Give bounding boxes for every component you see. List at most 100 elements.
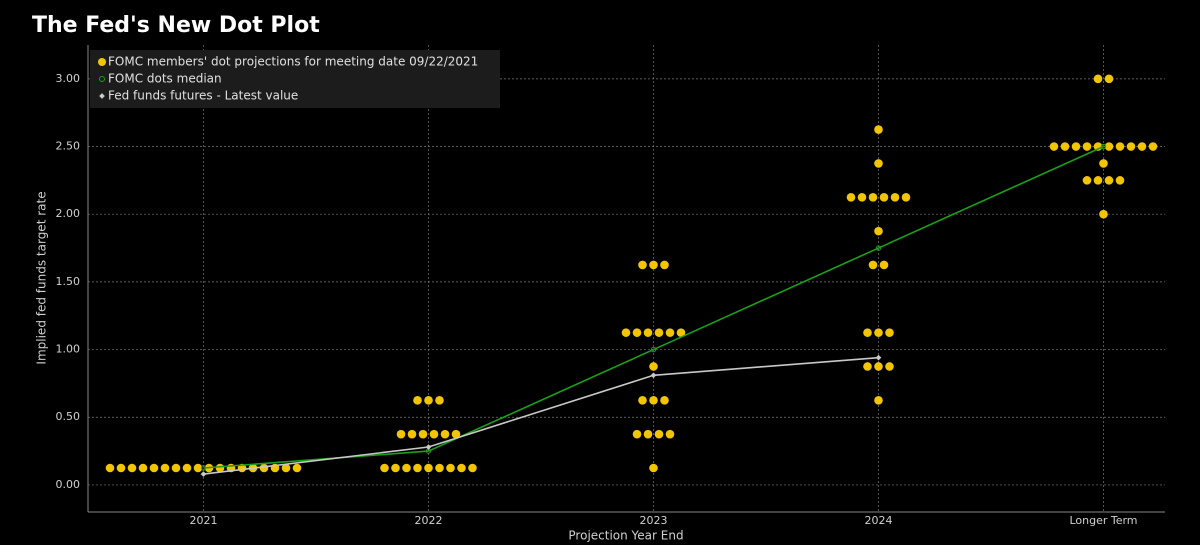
dot: [890, 192, 900, 202]
y-tick-label: 1.50: [56, 275, 81, 288]
dot: [259, 463, 269, 473]
y-tick-label: 0.50: [56, 410, 81, 423]
dot: [396, 429, 406, 439]
dot: [846, 192, 856, 202]
dot: [649, 463, 658, 473]
dot: [632, 429, 642, 439]
dot: [874, 125, 883, 134]
dot: [1099, 159, 1108, 168]
dot: [660, 260, 669, 270]
dot: [654, 429, 664, 439]
y-tick-label: 1.00: [56, 343, 81, 356]
dot: [638, 260, 647, 270]
dot: [116, 463, 126, 473]
dot: [901, 192, 911, 202]
dot: [1137, 142, 1147, 151]
dot: [149, 463, 159, 473]
dot: [874, 159, 883, 168]
dot: [424, 463, 433, 473]
dot: [457, 463, 466, 473]
dot: [874, 396, 883, 405]
dot: [160, 463, 170, 473]
line-marker: [875, 354, 882, 361]
dot: [1104, 142, 1114, 151]
dot: [1104, 176, 1114, 185]
dot: [885, 362, 894, 371]
legend-box: [90, 50, 500, 108]
y-tick-label: 2.50: [56, 140, 81, 153]
dot: [885, 328, 894, 337]
dot: [874, 226, 883, 236]
dot: [138, 463, 148, 473]
dot: [182, 463, 192, 473]
dot: [1060, 142, 1070, 151]
legend-label: Fed funds futures - Latest value: [108, 89, 298, 103]
line-marker: [650, 372, 657, 379]
chart-title: The Fed's New Dot Plot: [32, 13, 320, 38]
line-marker: [650, 346, 657, 353]
x-tick-label: 2022: [415, 514, 443, 527]
dot: [676, 328, 686, 337]
dot: [127, 463, 137, 473]
dot: [1115, 176, 1125, 185]
dot: [649, 260, 658, 270]
dot: [413, 463, 422, 473]
dot: [868, 192, 878, 202]
dot: [435, 463, 444, 473]
median-line: [203, 356, 879, 475]
dot: [1099, 209, 1108, 219]
dot: [1115, 142, 1125, 151]
line-marker: [1100, 143, 1107, 150]
dot: [868, 260, 878, 270]
dot: [874, 328, 883, 337]
legend-label: FOMC members' dot projections for meetin…: [108, 55, 478, 69]
dot: [857, 192, 867, 202]
dot: [171, 463, 181, 473]
dot: [429, 429, 439, 439]
dot: [863, 328, 872, 337]
dot: [1049, 142, 1059, 151]
line-marker: [425, 444, 432, 450]
x-tick-label: 2021: [190, 514, 218, 527]
dot: [649, 396, 658, 405]
dot: [879, 192, 889, 202]
dot: [665, 328, 675, 337]
dot: [654, 328, 664, 337]
x-axis-label: Projection Year End: [568, 529, 683, 543]
dot: [1093, 74, 1103, 84]
dot: [665, 429, 675, 439]
dot: [193, 463, 203, 473]
legend-marker: [99, 76, 105, 82]
line-marker: [875, 245, 882, 251]
dot: [1071, 142, 1081, 151]
dot: [418, 429, 428, 439]
dot: [424, 396, 433, 405]
dot: [281, 463, 291, 473]
dot: [643, 429, 653, 439]
dot: [638, 396, 647, 405]
dot: [649, 362, 658, 371]
y-axis-label: Implied fed funds target rate: [35, 191, 49, 364]
line-marker: [200, 471, 207, 477]
y-tick-label: 3.00: [56, 72, 81, 85]
dot: [440, 429, 450, 439]
dot: [435, 396, 444, 405]
dot: [1082, 142, 1092, 151]
dot: [621, 328, 631, 337]
dot: [407, 429, 417, 439]
dot: [643, 328, 653, 337]
legend-marker: [99, 93, 105, 99]
x-tick-label: Longer Term: [1069, 514, 1137, 527]
dot: [660, 396, 669, 405]
dot: [391, 463, 400, 473]
dot: [874, 362, 883, 371]
dot: [632, 328, 642, 337]
dot: [1082, 176, 1092, 185]
dot: [292, 463, 302, 473]
dot: [879, 260, 889, 270]
line-marker: [200, 465, 207, 471]
dot: [1126, 142, 1136, 151]
legend-label: FOMC dots median: [108, 72, 222, 86]
legend-marker: [98, 58, 106, 66]
